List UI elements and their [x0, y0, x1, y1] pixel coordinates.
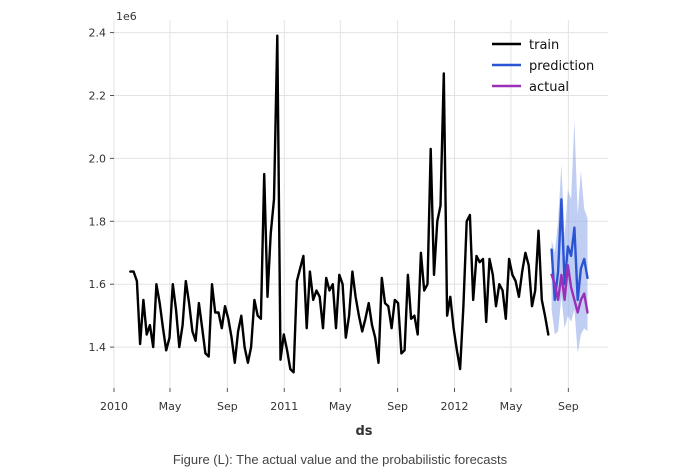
- y-tick-label: 1.4: [89, 341, 107, 354]
- x-axis-title: ds: [355, 424, 372, 439]
- x-tick-label: May: [500, 400, 523, 413]
- y-tick-label: 2.0: [89, 152, 107, 165]
- prediction-series-line: [550, 198, 589, 302]
- legend-label-prediction: prediction: [529, 59, 594, 74]
- x-tick-label: Sep: [217, 400, 238, 413]
- grid: [113, 20, 608, 388]
- y-tick-label: 2.2: [89, 89, 107, 102]
- legend: train prediction actual: [492, 38, 594, 95]
- forecast-chart: 2010 May Sep 2011 May Sep 2012 May Sep 1.4 1.6 1.8 2…: [89, 10, 608, 439]
- x-tick-label: Sep: [387, 400, 408, 413]
- x-tick-label: May: [159, 400, 182, 413]
- axes: 2010 May Sep 2011 May Sep 2012 May Sep 1.4 1.6 1.8 2…: [89, 27, 579, 413]
- y-tick-label: 1.6: [89, 278, 107, 291]
- x-tick-label: 2012: [441, 400, 469, 413]
- legend-label-train: train: [529, 38, 559, 53]
- x-tick-label: 2011: [270, 400, 298, 413]
- x-tick-label: 2010: [100, 400, 128, 413]
- actual-series-line: [550, 264, 589, 314]
- x-tick-label: Sep: [558, 400, 579, 413]
- y-tick-label: 1.8: [89, 215, 107, 228]
- series-lines: [129, 34, 589, 374]
- plot-area: [114, 20, 608, 388]
- legend-label-actual: actual: [529, 80, 569, 95]
- figure-caption: Figure (L): The actual value and the pro…: [172, 452, 508, 467]
- y-multiplier-label: 1e6: [116, 10, 137, 23]
- y-tick-label: 2.4: [89, 27, 107, 40]
- x-tick-label: May: [329, 400, 352, 413]
- train-series-line: [129, 34, 550, 374]
